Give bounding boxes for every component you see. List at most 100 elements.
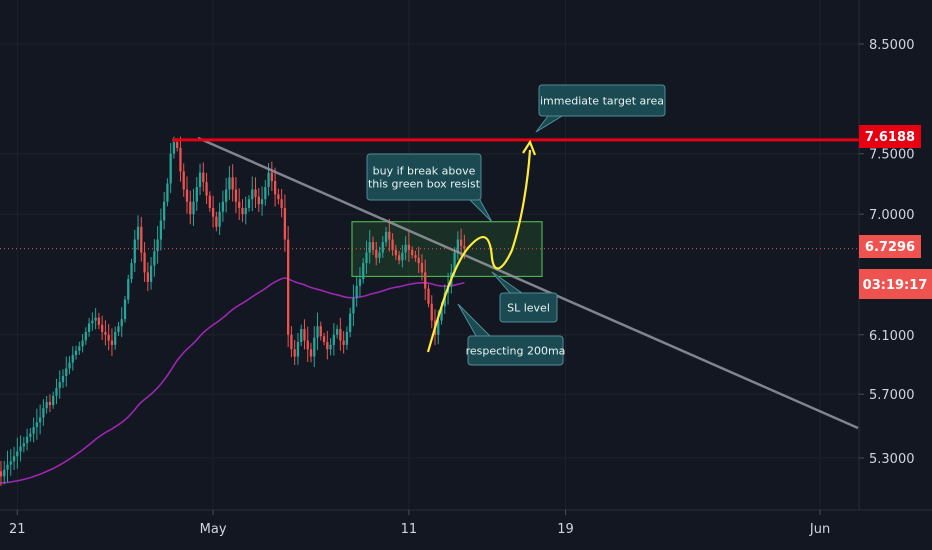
candle-body-28 (9, 461, 12, 465)
candle-body-73 (156, 239, 159, 252)
candle-body-167 (463, 246, 466, 249)
candle-body-56 (101, 324, 104, 332)
candle-body-118 (303, 329, 306, 341)
candle-body-39 (45, 401, 48, 409)
candle-body-125 (326, 342, 329, 350)
candle-body-33 (25, 436, 29, 444)
y-tick-label-3: 6.1000 (869, 329, 915, 344)
candle-body-105 (260, 199, 264, 205)
candle-body-91 (215, 216, 218, 227)
candle-body-42 (55, 388, 58, 396)
candle-body-164 (453, 252, 456, 273)
candle-body-135 (358, 279, 362, 286)
candle-body-120 (309, 349, 313, 357)
candle-body-134 (355, 285, 358, 299)
candle-body-133 (352, 298, 355, 314)
candle-body-108 (270, 172, 273, 181)
candle-body-165 (456, 239, 459, 253)
candle-body-63 (123, 299, 127, 320)
candle-body-61 (117, 326, 120, 332)
candle-body-112 (283, 207, 287, 240)
x-tick-label-2: 11 (401, 522, 418, 537)
candle-body-100 (244, 207, 247, 215)
note-box-2 (499, 292, 558, 323)
candle-body-111 (280, 199, 283, 208)
projection-curve (426, 149, 532, 353)
candle-body-45 (65, 368, 68, 376)
candle-body-59 (110, 340, 114, 345)
candle-body-142 (381, 242, 384, 253)
candle-body-72 (153, 251, 156, 266)
note-text-0-0: immediate target area (540, 95, 664, 108)
descending-trendline (197, 136, 859, 430)
candle-body-53 (91, 320, 94, 324)
candle-body-166 (459, 239, 463, 247)
candle-body-76 (166, 183, 169, 202)
candle-body-29 (12, 456, 16, 462)
bar-countdown-label: 03:19:17 (863, 278, 928, 293)
note-box-0 (538, 84, 666, 117)
candle-body-52 (87, 323, 91, 332)
candle-body-143 (384, 231, 388, 243)
y-tick-label-5: 5.3000 (869, 452, 915, 467)
candle-body-60 (114, 331, 117, 345)
candle-body-90 (211, 207, 215, 217)
candle-body-114 (290, 334, 293, 350)
projection-arrowhead (522, 139, 537, 156)
candle-body-101 (247, 199, 251, 208)
candle-body-68 (140, 226, 143, 253)
x-tick-label-4: Jun (809, 522, 830, 537)
candle-body-122 (316, 326, 319, 338)
annotations: immediate target area buy if break abovet… (366, 84, 666, 366)
candle-body-82 (185, 189, 189, 202)
candle-body-49 (78, 346, 81, 351)
lines-layer (0, 136, 859, 430)
x-tick-label-0: 21 (9, 522, 26, 537)
candle-body-109 (273, 180, 277, 195)
candle-body-55 (97, 317, 101, 325)
resistance-price-badge: 7.6188 (859, 125, 921, 148)
candle-body-54 (94, 317, 97, 321)
candle-body-81 (182, 171, 185, 190)
candle-body-119 (306, 340, 309, 350)
y-tick-label-4: 5.7000 (869, 388, 915, 403)
candle-body-154 (420, 263, 424, 273)
note-text-1-1: this green box resist (368, 178, 481, 191)
candle-body-136 (362, 263, 365, 280)
candle-body-139 (371, 242, 375, 250)
candle-body-117 (300, 329, 303, 343)
candle-body-44 (61, 375, 65, 383)
time-axis-panel[interactable] (0, 510, 932, 550)
candle-body-84 (192, 201, 195, 215)
candle-body-159 (437, 320, 440, 335)
candle-body-123 (319, 326, 322, 337)
candle-body-69 (143, 252, 146, 273)
candle-body-124 (322, 336, 326, 343)
candle-body-95 (228, 177, 231, 190)
candle-body-87 (202, 172, 205, 183)
candle-body-92 (218, 211, 221, 227)
candle-body-98 (238, 201, 241, 208)
candle-body-51 (84, 331, 87, 341)
candle-body-31 (19, 446, 22, 452)
candle-body-141 (378, 252, 381, 258)
candle-body-43 (58, 382, 61, 389)
y-axis-ticks: 8.5000 7.5000 7.0000 6.1000 5.7000 5.3000 (859, 38, 915, 467)
candle-body-62 (120, 319, 123, 327)
x-tick-label-1: May (200, 522, 227, 537)
candle-body-110 (277, 194, 280, 200)
candle-body-77 (169, 153, 172, 184)
candle-body-41 (52, 395, 55, 406)
candle-body-148 (401, 252, 404, 261)
candle-body-131 (345, 331, 349, 345)
candle-body-34 (29, 433, 32, 437)
candle-body-46 (68, 362, 71, 369)
ma-layer (0, 277, 465, 484)
candle-body-88 (205, 182, 208, 196)
candle-body-80 (179, 147, 182, 172)
candle-body-144 (388, 231, 391, 240)
candle-body-94 (225, 189, 228, 202)
candle-body-37 (39, 417, 42, 423)
candle-body-128 (335, 329, 339, 335)
